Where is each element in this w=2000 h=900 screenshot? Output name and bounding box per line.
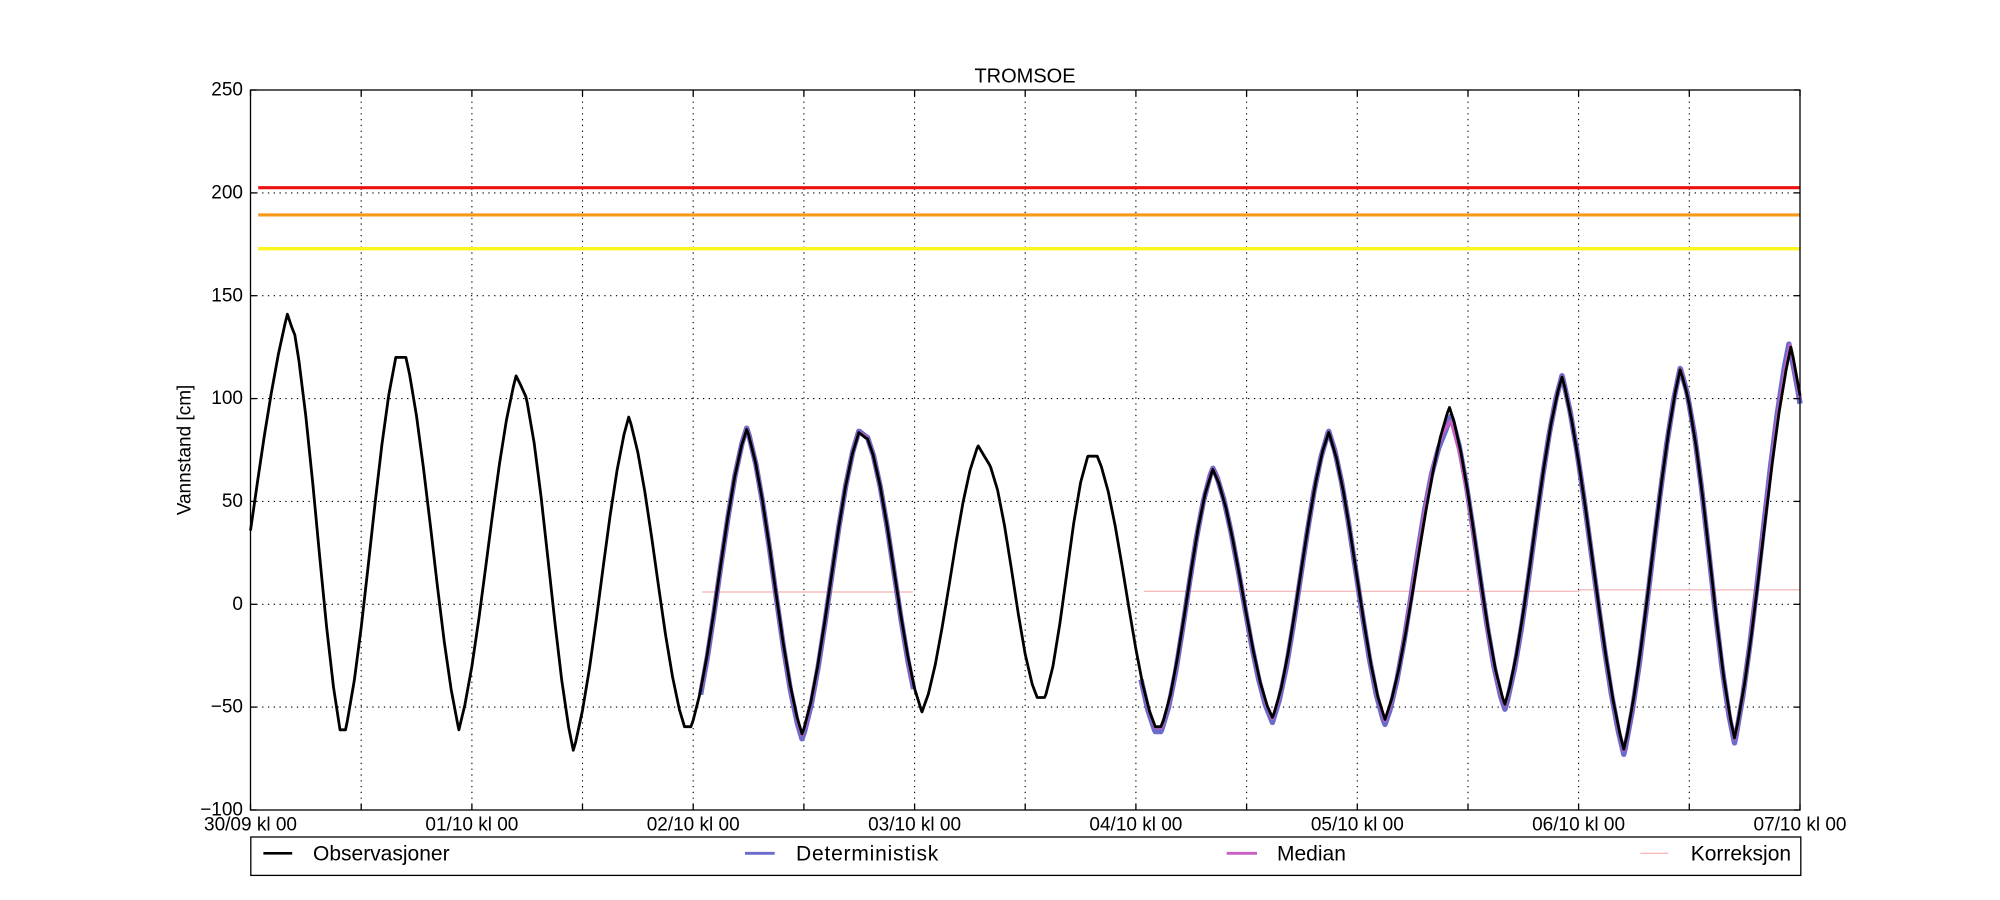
- svg-text:05/10 kl 00: 05/10 kl 00: [1311, 815, 1404, 836]
- svg-text:02/10 kl 00: 02/10 kl 00: [647, 815, 740, 836]
- svg-text:06/10 kl 00: 06/10 kl 00: [1532, 815, 1625, 836]
- svg-text:04/10 kl 00: 04/10 kl 00: [1089, 815, 1182, 836]
- svg-text:Median: Median: [1277, 843, 1346, 866]
- svg-text:200: 200: [211, 183, 243, 204]
- svg-text:250: 250: [211, 80, 243, 101]
- svg-text:100: 100: [211, 388, 243, 409]
- svg-text:0: 0: [232, 594, 243, 615]
- svg-text:07/10 kl 00: 07/10 kl 00: [1754, 815, 1847, 836]
- svg-text:Vannstand [cm]: Vannstand [cm]: [175, 385, 196, 516]
- svg-text:Korreksjon: Korreksjon: [1691, 843, 1791, 866]
- svg-text:−50: −50: [211, 697, 243, 718]
- svg-text:03/10 kl 00: 03/10 kl 00: [868, 815, 961, 836]
- svg-text:30/09 kl 00: 30/09 kl 00: [204, 815, 297, 836]
- svg-text:TROMSOE: TROMSOE: [974, 66, 1075, 88]
- svg-text:Observasjoner: Observasjoner: [313, 843, 450, 866]
- svg-text:150: 150: [211, 285, 243, 306]
- svg-text:−100: −100: [200, 800, 243, 821]
- svg-text:Deterministisk: Deterministisk: [796, 843, 939, 866]
- svg-text:50: 50: [222, 491, 243, 512]
- svg-text:01/10 kl 00: 01/10 kl 00: [425, 815, 518, 836]
